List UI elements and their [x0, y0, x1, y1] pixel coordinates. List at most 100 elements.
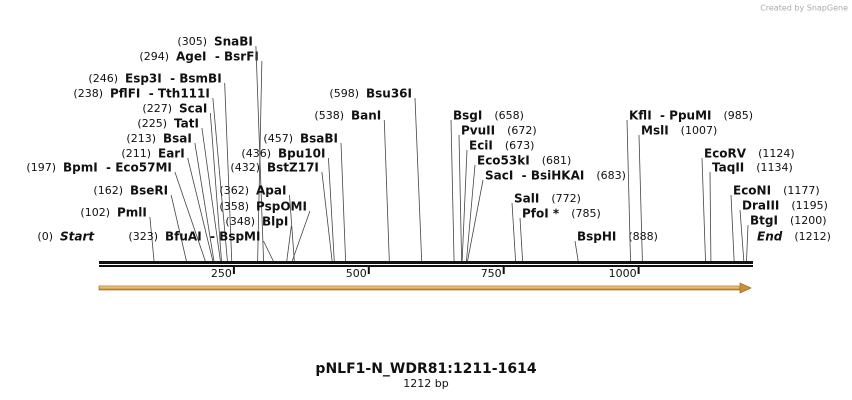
site-name: PspOMI — [256, 200, 307, 214]
site-line — [170, 194, 187, 262]
site-position: (681) — [542, 154, 572, 167]
site-line — [450, 119, 455, 262]
site-position: (985) — [724, 109, 754, 122]
site-line — [194, 142, 215, 262]
site-position: (658) — [494, 109, 524, 122]
site-position: (1212) — [794, 230, 831, 243]
site-position: (211) — [121, 147, 151, 160]
scale-label: 500 — [346, 267, 367, 280]
site-position: (673) — [505, 139, 535, 152]
title: pNLF1-N_WDR81:1211-1614 — [315, 361, 536, 377]
site-position: (432) — [230, 161, 260, 174]
site-line — [321, 171, 333, 262]
site-name: EcoNI — [733, 184, 771, 198]
site-line — [730, 194, 735, 262]
site-position: (1124) — [758, 147, 795, 160]
site-position: (197) — [26, 161, 56, 174]
site-name: BsaBI — [300, 132, 338, 146]
site-name: Esp3I - BsmBI — [125, 72, 222, 86]
site-name: AgeI - BsrFI — [176, 50, 259, 64]
site-line — [638, 134, 643, 262]
site-name: KflI - PpuMI — [629, 109, 712, 123]
scale-label: 250 — [211, 267, 232, 280]
site-name: BspHI — [577, 230, 616, 244]
site-line — [467, 179, 484, 262]
site-name: SalI — [514, 192, 539, 206]
site-name: Eco53kI — [477, 154, 530, 168]
site-line — [458, 134, 463, 262]
site-line — [291, 210, 311, 262]
site-line — [209, 112, 222, 262]
feature-arrow — [98, 285, 742, 291]
scale: 250 500 750 1000 — [211, 267, 640, 280]
site-line — [224, 82, 233, 262]
site-line — [174, 171, 206, 262]
site-name: EcoRV — [704, 147, 747, 161]
site-position: (538) — [314, 109, 344, 122]
site-name: TatI — [174, 117, 199, 131]
site-line — [739, 209, 745, 262]
site-name: BtgI — [750, 214, 778, 228]
site-line — [519, 217, 523, 262]
site-position: (772) — [551, 192, 581, 205]
site-name: SnaBI — [214, 35, 253, 49]
site-position: (785) — [571, 207, 601, 220]
site-name: BlpI — [262, 215, 288, 229]
site-name: Bpu10I — [278, 147, 325, 161]
site-position: (1007) — [681, 124, 718, 137]
site-position: (348) — [225, 215, 255, 228]
site-name: TaqII — [712, 161, 744, 175]
site-position: (238) — [73, 87, 103, 100]
site-line — [340, 142, 346, 262]
site-position: (598) — [329, 87, 359, 100]
site-position: (323) — [128, 230, 158, 243]
site-name: BsgI — [453, 109, 482, 123]
site-position: (0) — [37, 230, 53, 243]
site-name: ScaI — [179, 102, 207, 116]
site-line — [574, 240, 579, 262]
site-name: Bsu36I — [366, 87, 412, 101]
site-position: (1195) — [791, 199, 828, 212]
site-position: (358) — [219, 200, 249, 213]
site-name: PflFI - Tth111I — [110, 87, 210, 101]
site-line — [414, 97, 423, 262]
site-line — [461, 149, 468, 262]
site-line — [709, 171, 712, 262]
site-line — [286, 225, 292, 262]
sites: Start (0) PmlI (102) BseRI (162) BpmI - Eco57M… — [26, 35, 831, 262]
site-name: DraIII — [742, 199, 779, 213]
site-position: (1177) — [783, 184, 820, 197]
feature-arrowhead — [739, 282, 752, 294]
site-line — [263, 240, 274, 262]
scale-label: 1000 — [609, 267, 637, 280]
site-name: BseRI — [130, 184, 168, 198]
backbone-bottom — [99, 265, 753, 267]
site-line — [212, 97, 228, 262]
site-position: (102) — [80, 206, 110, 219]
scale-label: 750 — [481, 267, 502, 280]
site-position: (362) — [219, 184, 249, 197]
site-position: (162) — [93, 184, 123, 197]
site-name: EarI — [158, 147, 185, 161]
site-line — [201, 127, 221, 262]
site-line — [328, 157, 335, 262]
site-position: (457) — [263, 132, 293, 145]
site-name: BstZ17I — [267, 161, 319, 175]
site-line — [701, 157, 706, 262]
site-position: (888) — [628, 230, 658, 243]
site-name: BanI — [351, 109, 381, 123]
site-position: (436) — [241, 147, 271, 160]
backbone-top — [99, 261, 753, 264]
site-name: PvuII — [461, 124, 495, 138]
site-name: End — [757, 230, 783, 244]
site-name: ApaI — [256, 184, 286, 198]
site-name: PfoI * — [522, 207, 560, 221]
site-line — [626, 119, 631, 262]
site-position: (683) — [596, 169, 626, 182]
site-line — [289, 194, 295, 262]
site-name: MslI — [641, 124, 669, 138]
site-line — [187, 157, 214, 262]
site-position: (246) — [88, 72, 118, 85]
length: 1212 bp — [403, 377, 448, 390]
site-position: (1200) — [790, 214, 827, 227]
